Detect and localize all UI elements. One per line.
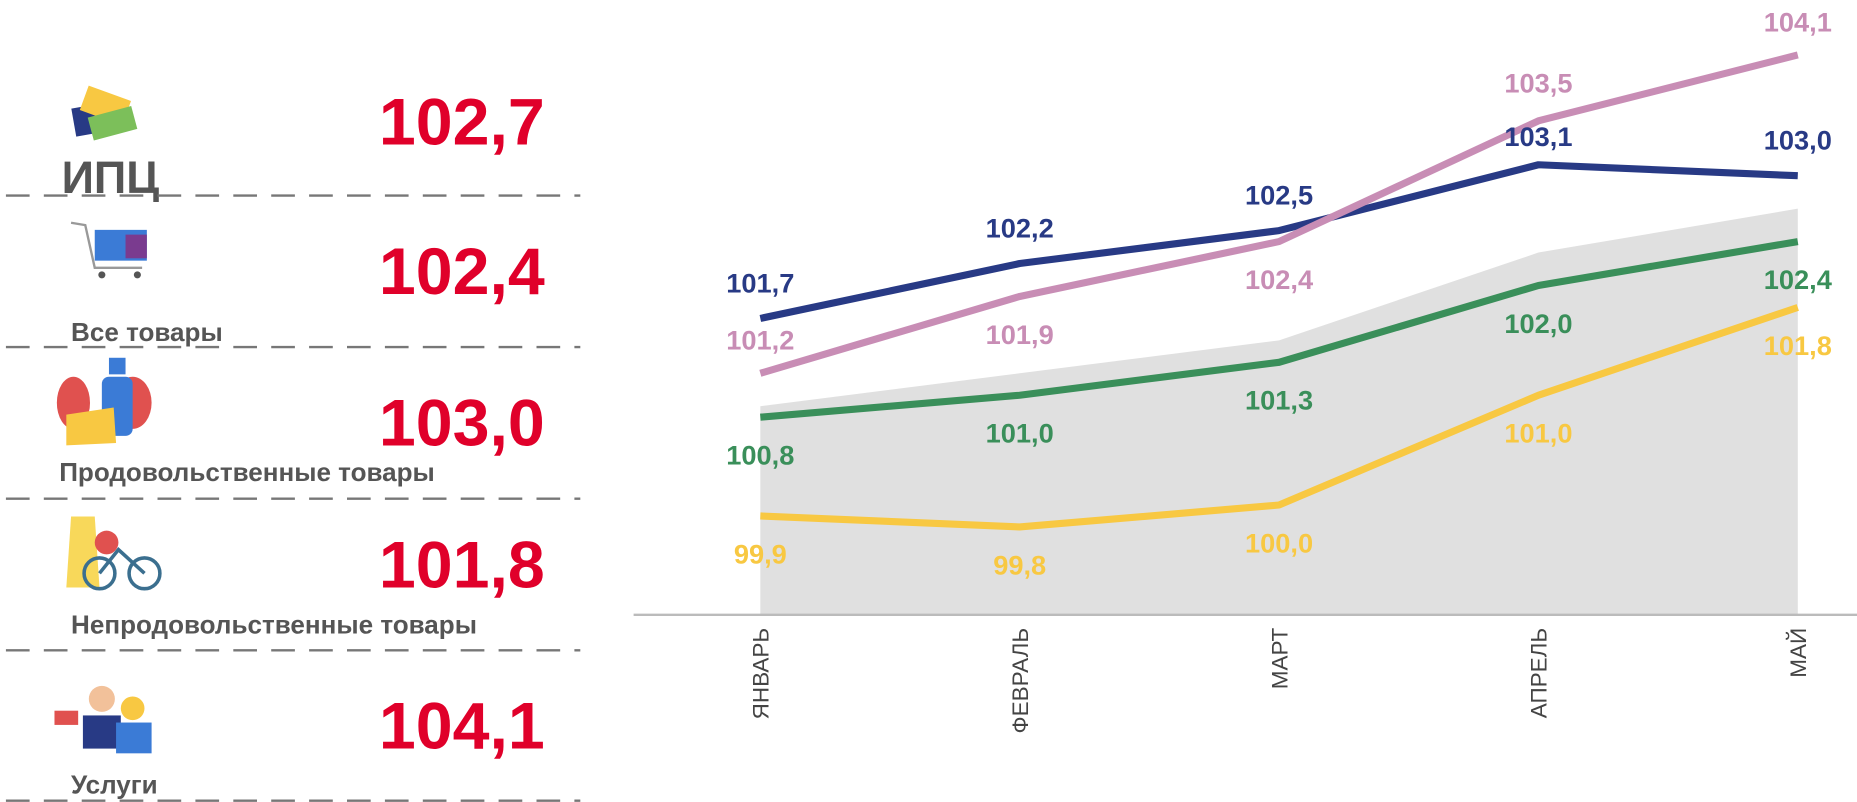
data-label: 102,4 — [1764, 264, 1832, 295]
data-label: 100,0 — [1245, 527, 1313, 558]
row-label: Услуги — [71, 770, 158, 800]
row-label: Продовольственные товары — [59, 457, 435, 487]
icon-goods — [71, 223, 147, 279]
data-label: 101,8 — [1764, 330, 1832, 361]
x-tick-label: ЯНВАРЬ — [749, 628, 774, 720]
row-value: 102,7 — [379, 86, 545, 160]
data-label: 103,5 — [1504, 67, 1572, 98]
data-label: 100,8 — [726, 440, 794, 471]
row-label: Непродовольственные товары — [71, 610, 477, 640]
chart: ЯНВАРЬ ФЕВРАЛЬ МАРТ АПРЕЛЬ МАЙ 101,7 102,2 102,… — [634, 6, 1857, 733]
row-value: 103,0 — [379, 386, 545, 460]
data-label: 99,8 — [993, 549, 1046, 580]
data-label: 102,5 — [1245, 180, 1313, 211]
row-value: 101,8 — [379, 529, 545, 603]
x-tick-label: ФЕВРАЛЬ — [1008, 628, 1033, 734]
data-label: 99,9 — [734, 538, 787, 569]
x-tick-label: МАРТ — [1267, 628, 1292, 690]
icon-services — [54, 686, 151, 754]
data-label: 101,0 — [986, 418, 1054, 449]
data-label: 101,3 — [1245, 385, 1313, 416]
data-label: 101,9 — [986, 319, 1054, 350]
page: ИПЦ 102,7 Все товары 102,4 Продовольстве… — [0, 0, 1857, 802]
data-label: 103,1 — [1504, 121, 1572, 152]
data-label: 103,0 — [1764, 125, 1832, 156]
data-label: 101,7 — [726, 267, 794, 298]
data-label: 104,1 — [1764, 6, 1832, 37]
row-label: ИПЦ — [62, 152, 160, 203]
data-label: 101,2 — [726, 325, 794, 356]
icon-nonfood — [66, 516, 160, 588]
row-value: 102,4 — [379, 235, 545, 309]
data-label: 102,0 — [1504, 308, 1572, 339]
row-value: 104,1 — [379, 690, 545, 764]
data-label: 101,0 — [1504, 418, 1572, 449]
icon-food — [57, 358, 152, 446]
data-label: 102,2 — [986, 212, 1054, 243]
data-label: 102,4 — [1245, 264, 1313, 295]
icon-cpi — [71, 86, 137, 141]
row-label: Все товары — [71, 317, 223, 347]
x-tick-label: МАЙ — [1786, 628, 1811, 678]
left-panel: ИПЦ 102,7 Все товары 102,4 Продовольстве… — [6, 86, 580, 801]
x-tick-label: АПРЕЛЬ — [1527, 628, 1552, 718]
